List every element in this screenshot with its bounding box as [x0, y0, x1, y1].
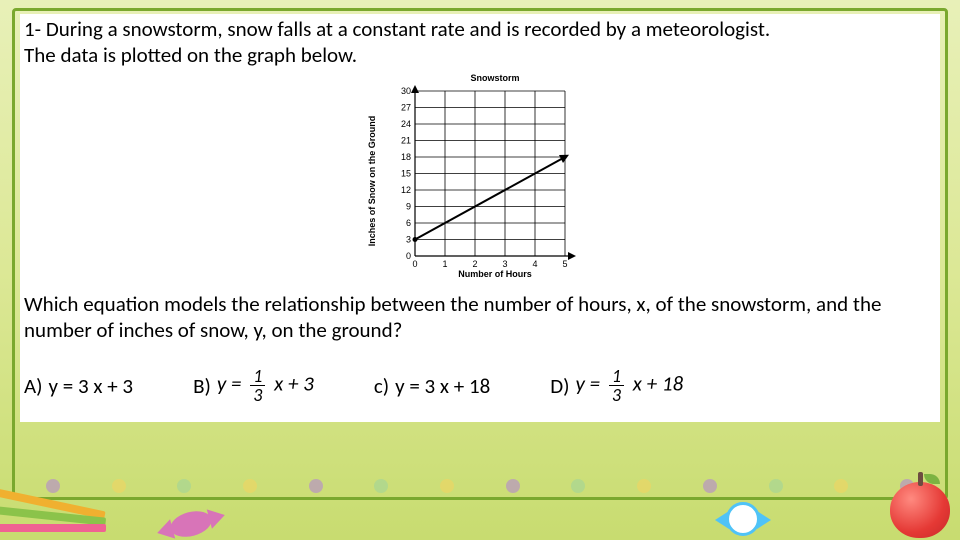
- fraction-icon: 1 3: [250, 367, 265, 404]
- candy2-icon: [726, 502, 760, 536]
- svg-text:3: 3: [502, 259, 507, 269]
- option-b-eq: y = 1 3 x + 3: [217, 367, 314, 404]
- x-axis-arrow-icon: [568, 252, 576, 260]
- x-tick-labels: 0 1 2 3 4 5: [412, 259, 567, 269]
- chart-data-line: [415, 157, 565, 240]
- snowstorm-chart: Snowstorm Inches of Snow on the Ground N…: [365, 71, 595, 281]
- dot-icon: [177, 479, 191, 493]
- svg-text:0: 0: [406, 251, 411, 261]
- svg-text:30: 30: [401, 86, 411, 96]
- svg-text:24: 24: [401, 119, 411, 129]
- svg-text:15: 15: [401, 168, 411, 178]
- chart-container: Snowstorm Inches of Snow on the Ground N…: [20, 71, 940, 281]
- svg-text:9: 9: [406, 201, 411, 211]
- y-tick-labels: 0 3 6 9 12 15 18 21 24 27 30: [401, 86, 411, 261]
- fraction-icon: 1 3: [609, 367, 624, 404]
- dot-icon: [769, 479, 783, 493]
- question-prompt: 1- During a snowstorm, snow falls at a c…: [20, 14, 940, 73]
- svg-text:1: 1: [442, 259, 447, 269]
- dot-icon: [112, 479, 126, 493]
- dot-icon: [506, 479, 520, 493]
- apple-icon: [890, 482, 950, 538]
- chart-grid: [415, 91, 570, 256]
- svg-text:27: 27: [401, 102, 411, 112]
- y-axis-arrow-icon: [411, 85, 419, 93]
- option-c-text: y = 3 x + 18: [395, 373, 490, 399]
- dot-icon: [703, 479, 717, 493]
- slide: 1- During a snowstorm, snow falls at a c…: [0, 0, 960, 540]
- option-c[interactable]: c) y = 3 x + 18: [374, 373, 490, 399]
- candy-icon: [168, 507, 215, 540]
- dot-icon: [637, 479, 651, 493]
- option-d-label: D): [550, 373, 569, 399]
- option-a[interactable]: A) y = 3 x + 3: [24, 373, 133, 399]
- prompt-line-2: The data is plotted on the graph below.: [24, 42, 357, 68]
- option-c-label: c): [374, 373, 389, 399]
- data-point: [413, 237, 418, 242]
- follow-up-question: Which equation models the relationship b…: [20, 289, 940, 350]
- chart-xlabel: Number of Hours: [458, 269, 532, 279]
- option-a-text: y = 3 x + 3: [49, 373, 134, 399]
- dot-icon: [440, 479, 454, 493]
- option-d[interactable]: D) y = 1 3 x + 18: [550, 367, 683, 404]
- prompt-line-1: 1- During a snowstorm, snow falls at a c…: [24, 16, 770, 42]
- option-a-label: A): [24, 373, 43, 399]
- chart-ylabel: Inches of Snow on the Ground: [367, 115, 377, 246]
- answer-options: A) y = 3 x + 3 B) y = 1 3 x + 3 c) y = 3…: [20, 349, 940, 422]
- content-area: 1- During a snowstorm, snow falls at a c…: [20, 14, 940, 422]
- dot-icon: [309, 479, 323, 493]
- svg-text:4: 4: [532, 259, 537, 269]
- dot-icon: [571, 479, 585, 493]
- svg-text:18: 18: [401, 152, 411, 162]
- decorative-dots: [0, 474, 960, 498]
- dot-icon: [834, 479, 848, 493]
- dot-icon: [374, 479, 388, 493]
- svg-text:12: 12: [401, 185, 411, 195]
- svg-text:6: 6: [406, 218, 411, 228]
- dot-icon: [243, 479, 257, 493]
- svg-text:3: 3: [406, 234, 411, 244]
- svg-text:5: 5: [562, 259, 567, 269]
- svg-text:2: 2: [472, 259, 477, 269]
- option-d-eq: y = 1 3 x + 18: [576, 367, 684, 404]
- option-b-label: B): [193, 373, 211, 399]
- svg-text:21: 21: [401, 135, 411, 145]
- svg-text:0: 0: [412, 259, 417, 269]
- option-b[interactable]: B) y = 1 3 x + 3: [193, 367, 314, 404]
- chart-title: Snowstorm: [470, 73, 519, 83]
- pencils-icon: [6, 480, 96, 540]
